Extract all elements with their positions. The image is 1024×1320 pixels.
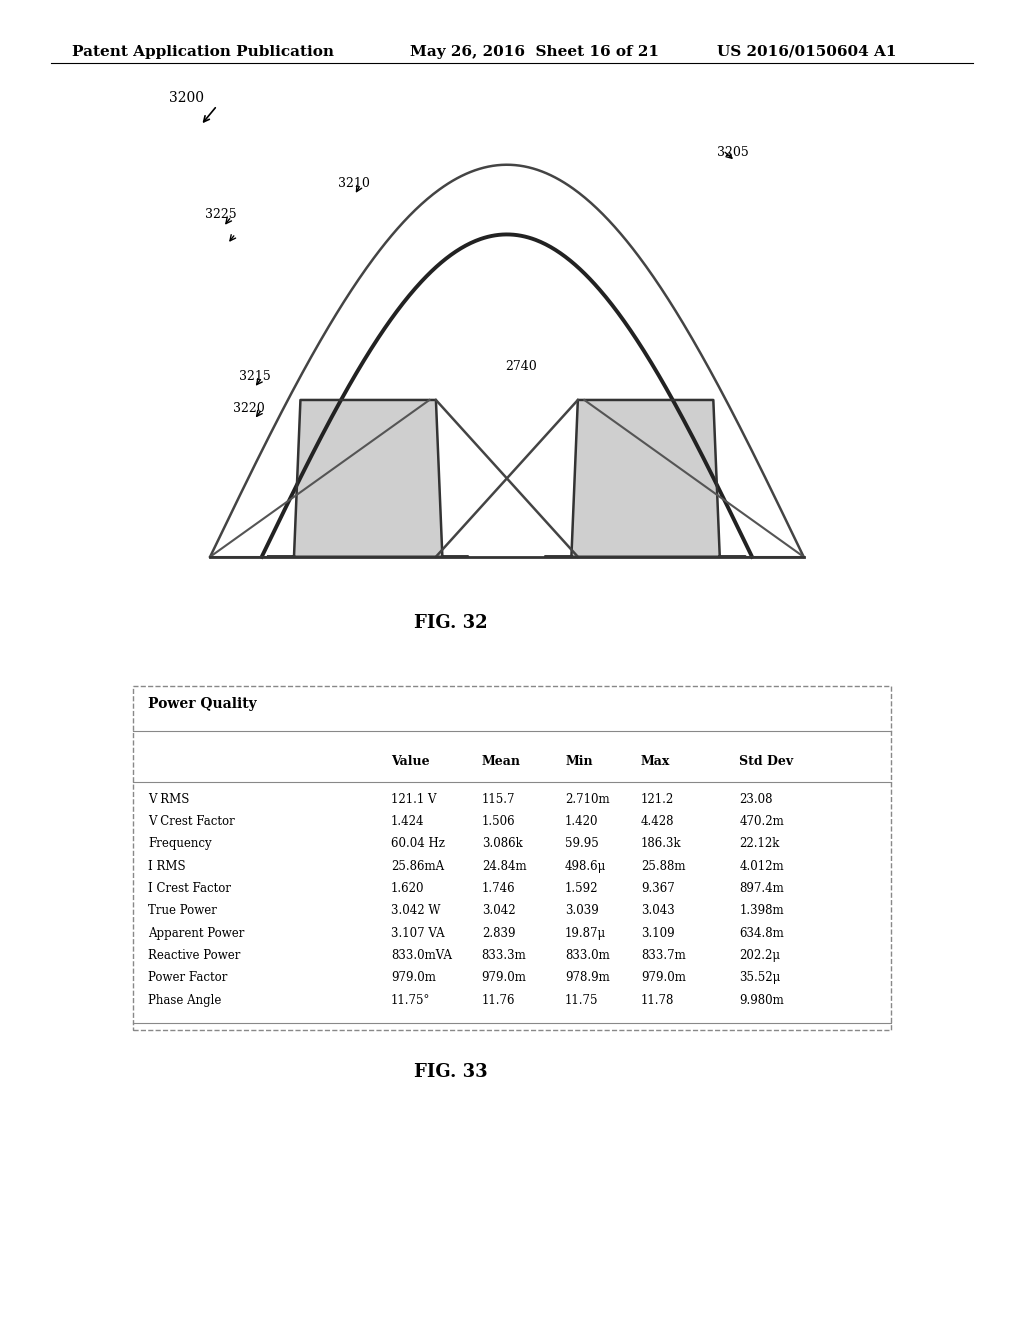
Polygon shape	[546, 400, 745, 557]
Text: 22.12k: 22.12k	[739, 837, 779, 850]
Text: 4.012m: 4.012m	[739, 859, 784, 873]
Text: 2.839: 2.839	[481, 927, 515, 940]
Text: 11.78: 11.78	[641, 994, 674, 1007]
Text: I Crest Factor: I Crest Factor	[148, 882, 231, 895]
Text: 2740: 2740	[505, 359, 537, 372]
Text: 978.9m: 978.9m	[565, 972, 610, 985]
Text: V Crest Factor: V Crest Factor	[148, 814, 236, 828]
Text: Power Quality: Power Quality	[148, 697, 257, 710]
Text: 1.398m: 1.398m	[739, 904, 784, 917]
Text: 1.424: 1.424	[391, 814, 424, 828]
Text: May 26, 2016  Sheet 16 of 21: May 26, 2016 Sheet 16 of 21	[410, 45, 658, 59]
Text: Patent Application Publication: Patent Application Publication	[72, 45, 334, 59]
Text: True Power: True Power	[148, 904, 217, 917]
Text: 3210: 3210	[338, 177, 370, 190]
Text: 1.746: 1.746	[481, 882, 515, 895]
Text: 202.2μ: 202.2μ	[739, 949, 780, 962]
Text: 24.84m: 24.84m	[481, 859, 526, 873]
Text: 3205: 3205	[717, 145, 749, 158]
Text: 4.428: 4.428	[641, 814, 675, 828]
Text: 59.95: 59.95	[565, 837, 599, 850]
Text: 470.2m: 470.2m	[739, 814, 784, 828]
Text: 3.039: 3.039	[565, 904, 599, 917]
Text: 11.76: 11.76	[481, 994, 515, 1007]
Text: Power Factor: Power Factor	[148, 972, 227, 985]
Text: 60.04 Hz: 60.04 Hz	[391, 837, 444, 850]
Text: Std Dev: Std Dev	[739, 755, 794, 768]
Text: Mean: Mean	[481, 755, 520, 768]
Text: 897.4m: 897.4m	[739, 882, 784, 895]
Text: FIG. 33: FIG. 33	[414, 1063, 487, 1081]
Text: Apparent Power: Apparent Power	[148, 927, 245, 940]
Text: 186.3k: 186.3k	[641, 837, 681, 850]
Text: 979.0m: 979.0m	[481, 972, 526, 985]
Text: V RMS: V RMS	[148, 793, 189, 805]
Text: 23.08: 23.08	[739, 793, 773, 805]
Text: Min: Min	[565, 755, 593, 768]
Text: Phase Angle: Phase Angle	[148, 994, 221, 1007]
Text: 1.620: 1.620	[391, 882, 424, 895]
Text: 498.6μ: 498.6μ	[565, 859, 606, 873]
Text: 1.420: 1.420	[565, 814, 599, 828]
Text: 19.87μ: 19.87μ	[565, 927, 606, 940]
Text: 3220: 3220	[233, 401, 265, 414]
Text: 833.3m: 833.3m	[481, 949, 526, 962]
Text: 115.7: 115.7	[481, 793, 515, 805]
Text: 833.0m: 833.0m	[565, 949, 610, 962]
Text: 3.042: 3.042	[481, 904, 515, 917]
Text: 2.710m: 2.710m	[565, 793, 609, 805]
Text: 979.0m: 979.0m	[641, 972, 686, 985]
Text: 1.506: 1.506	[481, 814, 515, 828]
Text: Max: Max	[641, 755, 670, 768]
Text: 3.086k: 3.086k	[481, 837, 522, 850]
Text: Value: Value	[391, 755, 429, 768]
Text: 11.75°: 11.75°	[391, 994, 430, 1007]
Text: 979.0m: 979.0m	[391, 972, 435, 985]
Text: US 2016/0150604 A1: US 2016/0150604 A1	[717, 45, 896, 59]
Text: Frequency: Frequency	[148, 837, 212, 850]
Text: 3.107 VA: 3.107 VA	[391, 927, 444, 940]
Text: 3200: 3200	[169, 91, 204, 104]
Text: 1.592: 1.592	[565, 882, 599, 895]
Text: 3215: 3215	[239, 370, 270, 383]
Text: 833.0mVA: 833.0mVA	[391, 949, 452, 962]
Text: FIG. 32: FIG. 32	[414, 614, 487, 632]
Text: 11.75: 11.75	[565, 994, 599, 1007]
Text: 3.109: 3.109	[641, 927, 675, 940]
Text: I RMS: I RMS	[148, 859, 186, 873]
Text: 25.86mA: 25.86mA	[391, 859, 443, 873]
Polygon shape	[268, 400, 468, 557]
Text: 9.980m: 9.980m	[739, 994, 784, 1007]
Text: 35.52μ: 35.52μ	[739, 972, 780, 985]
Text: 9.367: 9.367	[641, 882, 675, 895]
Text: Reactive Power: Reactive Power	[148, 949, 241, 962]
Text: 25.88m: 25.88m	[641, 859, 685, 873]
Text: 833.7m: 833.7m	[641, 949, 686, 962]
Text: 3.042 W: 3.042 W	[391, 904, 440, 917]
Text: 3.043: 3.043	[641, 904, 675, 917]
Text: 121.1 V: 121.1 V	[391, 793, 436, 805]
Text: 121.2: 121.2	[641, 793, 674, 805]
Text: 3225: 3225	[205, 207, 237, 220]
Text: 634.8m: 634.8m	[739, 927, 784, 940]
